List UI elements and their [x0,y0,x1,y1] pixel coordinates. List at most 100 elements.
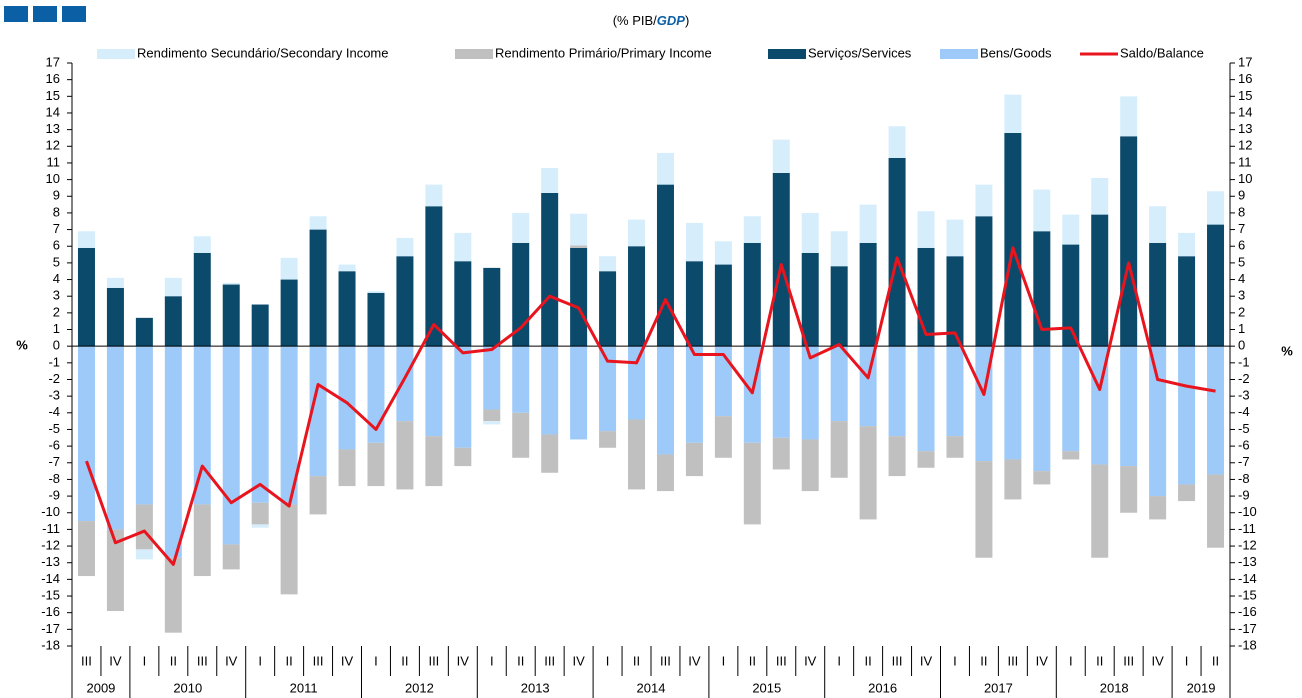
x-tick-label: III [81,653,92,668]
bar [193,346,211,505]
bar [714,416,732,458]
x-tick-label: II [517,653,524,668]
bar [714,264,732,347]
y-axis-label: % [16,337,28,352]
bar [541,192,559,347]
y2-tick-label: 13 [1238,121,1252,136]
y2-tick-label: 16 [1238,71,1252,86]
bar [830,266,848,347]
y-tick-label: 8 [53,204,60,219]
bar [1149,206,1167,243]
x-tick-label: II [1096,653,1103,668]
bar [801,346,819,440]
subtitle-part: (% PIB/ [613,13,657,28]
bar [106,529,124,612]
bar [454,232,472,262]
bar [685,222,703,262]
y-tick-label: -12 [41,537,60,552]
y2-tick-label: 2 [1238,304,1245,319]
bar [309,476,327,515]
x-tick-label: I [953,653,957,668]
year-label: 2015 [752,680,781,695]
y2-tick-label: 15 [1238,88,1252,103]
bar [570,247,588,347]
bar [946,219,964,257]
y2-tick-label: -12 [1238,537,1257,552]
bar [425,346,443,437]
bar [1120,346,1138,467]
y2-tick-label: -13 [1238,554,1257,569]
y-tick-label: -18 [41,637,60,652]
bar [1004,132,1022,347]
x-tick-label: IV [1036,653,1049,668]
bar [628,346,646,420]
y-tick-label: -16 [41,604,60,619]
bar [1062,214,1080,245]
subtitle-part: ) [685,13,689,28]
y2-tick-label: -14 [1238,571,1257,586]
bar [1207,191,1225,225]
legend-swatch [455,49,493,59]
bar [859,204,877,243]
x-tick-label: I [143,653,147,668]
year-label: 2017 [984,680,1013,695]
bar [222,346,240,545]
bar [1091,464,1109,558]
bar [1062,346,1080,452]
year-label: 2013 [521,680,550,695]
bar [106,346,124,530]
bar [396,237,414,257]
year-label: 2014 [637,680,666,695]
bar [714,346,732,417]
legend-label: Rendimento Primário/Primary Income [495,45,712,60]
x-tick-label: II [633,653,640,668]
y2-tick-label: -15 [1238,587,1257,602]
bar [685,346,703,443]
bar [859,426,877,520]
y-tick-label: 2 [53,304,60,319]
bar [367,292,385,347]
bar [1062,451,1080,460]
x-tick-label: III [892,653,903,668]
y2-tick-label: 4 [1238,271,1245,286]
legend-swatch [768,49,806,59]
x-tick-label: I [374,653,378,668]
y2-tick-label: 1 [1238,321,1245,336]
y-tick-label: 16 [46,71,60,86]
bar [106,277,124,288]
x-tick-label: II [980,653,987,668]
bar [888,346,906,437]
bar [1178,232,1196,257]
y-tick-label: -6 [48,438,60,453]
y2-tick-label: 8 [1238,204,1245,219]
bar [1120,466,1138,513]
legend-label: Saldo/Balance [1120,45,1204,60]
bar [714,241,732,265]
bar [367,291,385,293]
bar [975,184,993,217]
y-tick-label: 13 [46,121,60,136]
y2-tick-label: -8 [1238,471,1250,486]
bar [483,409,501,422]
bar [77,231,95,248]
bar [656,454,674,492]
y2-tick-label: -7 [1238,454,1250,469]
subtitle: (% PIB/GDP) [613,13,690,28]
y-tick-label: -14 [41,571,60,586]
bar [917,211,935,248]
bar [251,502,269,525]
x-tick-label: II [170,653,177,668]
year-label: 2018 [1100,680,1129,695]
bar [77,346,95,522]
bar [541,434,559,473]
bar [1178,346,1196,485]
bar [830,421,848,478]
y-tick-label: -13 [41,554,60,569]
y-tick-label: -17 [41,621,60,636]
y-tick-label: -9 [48,488,60,503]
x-tick-label: III [776,653,787,668]
bar [222,282,240,285]
bar [743,216,761,243]
bar [1004,459,1022,500]
x-tick-label: III [313,653,324,668]
